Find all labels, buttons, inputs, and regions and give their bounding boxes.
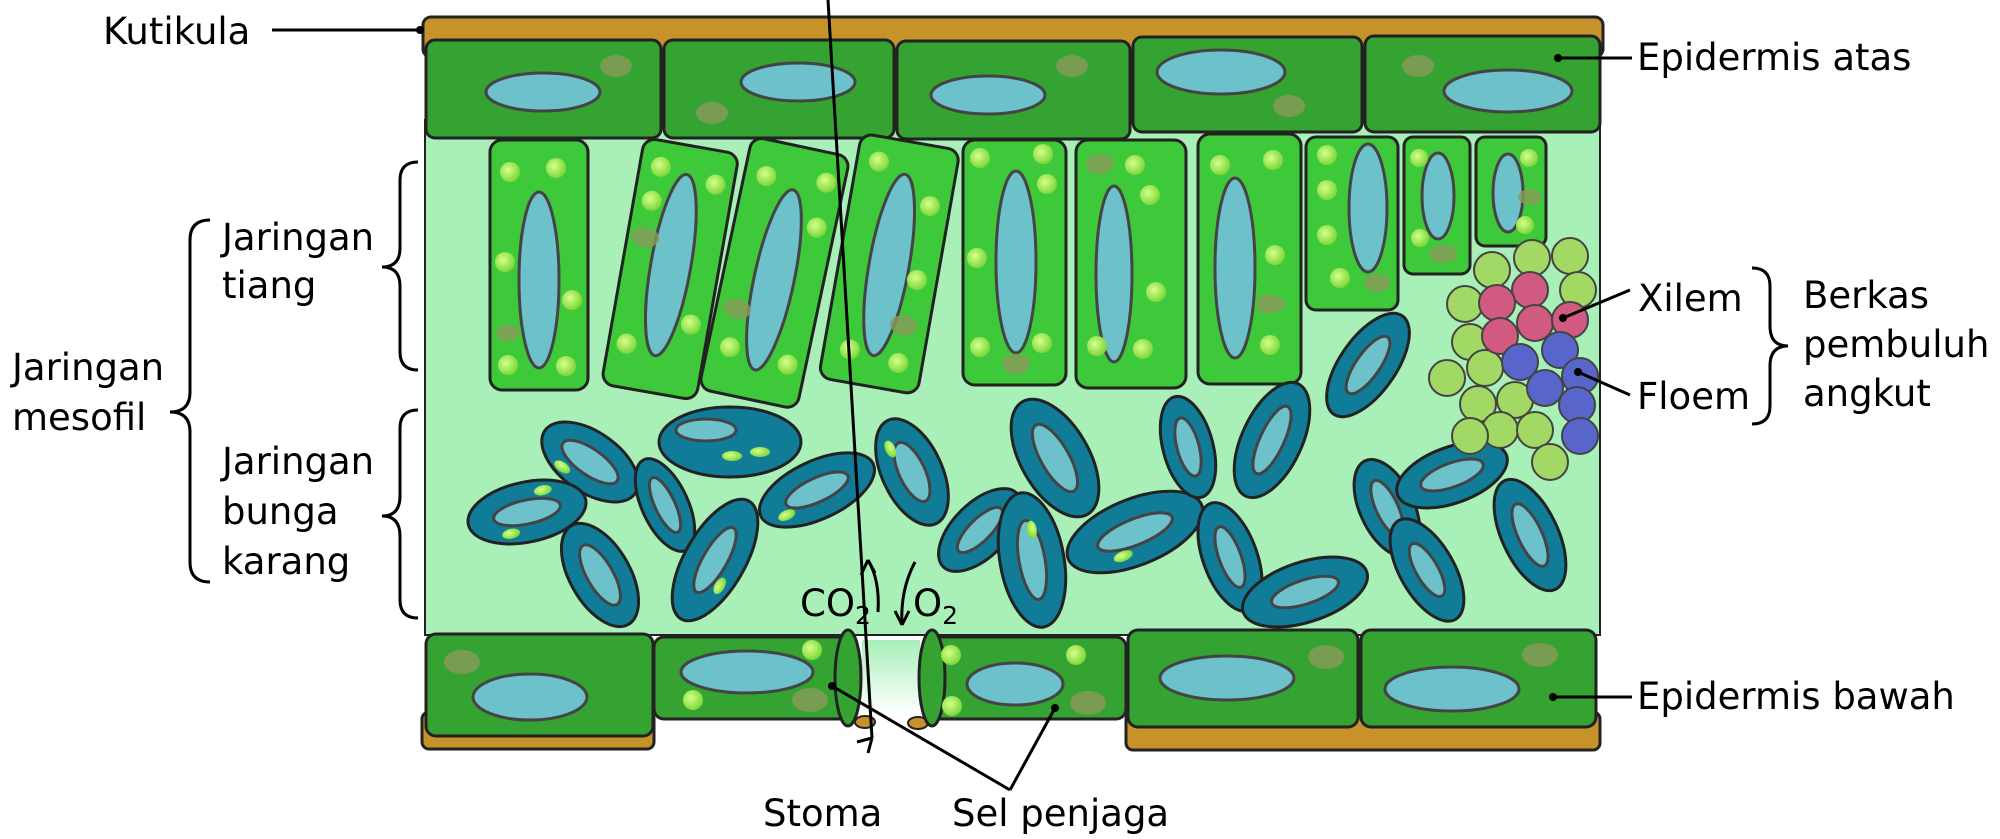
o2-arrow-head — [893, 610, 911, 626]
label-jaringan-bunga-1: Jaringan — [220, 440, 374, 483]
epidermis-cell — [424, 632, 655, 738]
epidermis-cell — [424, 38, 663, 140]
palisade-cell — [1402, 135, 1472, 276]
label-jaringan-mesofil-2: mesofil — [12, 396, 146, 439]
label-epidermis-atas: Epidermis atas — [1637, 36, 1911, 79]
palisade-cell — [1074, 138, 1188, 390]
guard-cell-left — [652, 628, 863, 728]
label-floem: Floem — [1637, 375, 1750, 418]
label-berkas-3: angkut — [1803, 372, 1931, 415]
palisade-cell — [488, 138, 590, 392]
phloem — [1501, 331, 1599, 455]
brace-jaringan-tiang — [381, 160, 419, 372]
label-o2: O2 — [913, 582, 958, 630]
o2-subscript: 2 — [942, 601, 958, 630]
spongy-cell — [1325, 311, 1411, 419]
label-jaringan-mesofil-1: Jaringan — [10, 346, 164, 389]
spongy-cell — [1158, 394, 1218, 500]
bundle-parenchyma — [1428, 237, 1597, 481]
label-co2: CO2 — [800, 582, 871, 630]
xylem — [1478, 271, 1589, 355]
epidermis-cell — [895, 39, 1132, 141]
spongy-cell — [1232, 380, 1312, 500]
stoma-pore — [862, 640, 920, 715]
label-jaringan-tiang-1: Jaringan — [220, 216, 374, 259]
spongy-cell — [633, 457, 697, 553]
co2-main: CO — [800, 582, 855, 625]
label-jaringan-bunga-3: karang — [222, 540, 350, 583]
leader-lines — [272, 0, 1632, 792]
palisade-cell — [601, 137, 739, 401]
epidermis-cell — [1363, 34, 1602, 134]
spongy-cell — [657, 405, 803, 479]
spongy-cell — [670, 497, 760, 623]
o2-arrow — [900, 561, 917, 626]
epidermis-cell — [1131, 35, 1364, 134]
spongy-cell — [757, 451, 877, 529]
co2-subscript: 2 — [855, 601, 871, 630]
spongy-cell — [559, 521, 641, 629]
label-stoma: Stoma — [763, 792, 882, 835]
spongy-cell — [937, 487, 1023, 573]
spongy-cell — [1065, 489, 1205, 575]
label-kutikula: Kutikula — [103, 10, 250, 53]
brace-berkas — [1751, 266, 1789, 426]
spongy-cell — [540, 420, 640, 504]
label-sel-penjaga: Sel penjaga — [952, 792, 1169, 835]
brace-jaringan-mesofil — [169, 218, 211, 584]
brace-jaringan-bunga — [381, 408, 419, 620]
spongy-cell — [996, 491, 1068, 629]
spongy-cell — [1009, 397, 1101, 519]
spongy-cell — [466, 478, 588, 546]
label-jaringan-bunga-2: bunga — [222, 490, 339, 533]
spongy-cell — [1196, 501, 1264, 613]
spongy-cell — [1492, 477, 1568, 593]
label-jaringan-tiang-2: tiang — [222, 264, 316, 307]
o2-main: O — [913, 582, 942, 625]
epidermis-cell — [1359, 628, 1598, 729]
spongy-tissue — [466, 311, 1568, 629]
palisade-cell — [961, 138, 1068, 387]
label-xilem: Xilem — [1638, 277, 1743, 320]
epidermis-cell — [1126, 628, 1360, 729]
vascular-bundle — [1428, 237, 1599, 481]
spongy-cell — [1395, 440, 1509, 510]
label-berkas-2: pembuluh — [1803, 323, 1989, 366]
epidermis-cell — [662, 38, 896, 140]
upper-epidermis — [424, 34, 1602, 141]
palisade-cell — [1196, 132, 1303, 386]
braces — [169, 160, 1789, 620]
spongy-cell — [1240, 555, 1370, 629]
palisade-cell — [818, 133, 960, 395]
palisade-cell — [1474, 135, 1548, 248]
label-epidermis-bawah: Epidermis bawah — [1637, 675, 1955, 718]
spongy-cell — [1388, 517, 1466, 623]
palisade-cell — [1304, 135, 1400, 312]
palisade-tissue — [488, 132, 1548, 409]
label-berkas-1: Berkas — [1803, 274, 1929, 317]
guard-cell-right — [917, 628, 1128, 728]
spongy-cell — [874, 417, 950, 527]
lower-epidermis — [424, 628, 1598, 738]
palisade-cell — [699, 136, 850, 409]
